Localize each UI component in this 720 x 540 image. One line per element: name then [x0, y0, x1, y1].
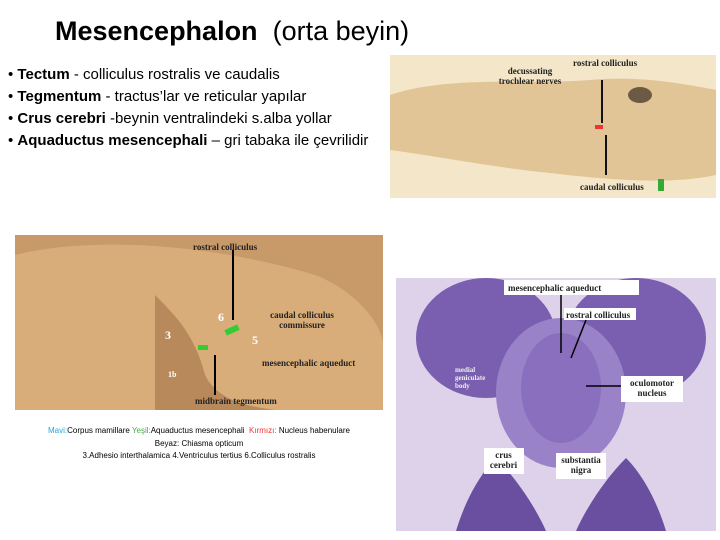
- label: rostral colliculus: [573, 58, 638, 68]
- caption-key: Yeşil:: [131, 426, 151, 435]
- caption-text: Chiasma opticum: [181, 439, 244, 448]
- marker: [224, 324, 240, 336]
- marker: [595, 125, 603, 129]
- bullet: • Tectum - colliculus rostralis ve cauda…: [8, 66, 280, 83]
- brain-shape: [155, 295, 275, 410]
- caption-line: Mavi:Corpus mamillare Yeşil:Aquaductus m…: [15, 426, 383, 435]
- label: rostral colliculus: [193, 242, 258, 252]
- title: Mesencephalon (orta beyin): [55, 16, 409, 47]
- caption-text: Aquaductus mesencephali: [150, 426, 245, 435]
- title-main: Mesencephalon: [55, 16, 258, 46]
- label: 3: [165, 328, 171, 342]
- figure-2: [15, 235, 383, 410]
- label: medial geniculate body: [455, 366, 486, 390]
- label: 5: [252, 333, 258, 347]
- tissue: [456, 458, 546, 531]
- bullet-text: - tractus’lar ve reticular yapılar: [101, 88, 307, 105]
- caption-key: Beyaz:: [154, 439, 180, 448]
- label-box: [556, 453, 606, 479]
- marker: [198, 345, 208, 350]
- tissue: [521, 333, 601, 443]
- label: decussating trochlear nerves: [498, 66, 562, 86]
- bullet-text: -beynin ventralindeki s.alba yollar: [105, 110, 332, 127]
- brain-shape: [390, 78, 716, 181]
- title-sub: (orta beyin): [272, 16, 410, 46]
- bullet: • Aquaductus mesencephali – gri tabaka i…: [8, 132, 369, 149]
- label: mesencephalic aqueduct: [508, 283, 602, 293]
- label: rostral colliculus: [566, 310, 631, 320]
- label: caudal colliculus commissure: [270, 310, 334, 330]
- bullet: • Crus cerebri -beynin ventralindeki s.a…: [8, 110, 332, 127]
- tissue: [576, 458, 666, 531]
- bullet-text: – gri tabaka ile çevrilidir: [207, 132, 369, 149]
- caption-text: Corpus mamillare: [67, 426, 130, 435]
- label: mesencephalic aqueduct: [262, 358, 356, 368]
- caption-line: 3.Adhesio interthalamica 4.Ventriculus t…: [82, 451, 316, 460]
- label-box: [484, 448, 524, 474]
- label: 6: [218, 310, 224, 324]
- arrow: [570, 319, 587, 359]
- label-box: [621, 376, 683, 402]
- caption-text: Nucleus habenulare: [278, 426, 350, 435]
- bullet-term: Tectum: [17, 66, 70, 83]
- label: caudal colliculus: [580, 182, 644, 192]
- label: 1b: [168, 370, 177, 379]
- bullet-term: Aquaductus mesencephali: [17, 132, 208, 149]
- bullet: • Tegmentum - tractus’lar ve reticular y…: [8, 88, 307, 105]
- label: midbrain tegmentum: [195, 396, 277, 406]
- structure: [628, 87, 652, 103]
- figure-1: [390, 55, 716, 198]
- bullet-term: Crus cerebri: [17, 110, 106, 127]
- label-box: [504, 280, 639, 295]
- caption-line: Beyaz: Chiasma opticum: [15, 439, 383, 448]
- label: oculomotor nucleus: [630, 378, 674, 398]
- label-box: [564, 308, 636, 320]
- bullet-text: - colliculus rostralis ve caudalis: [69, 66, 280, 83]
- figure-3: [396, 278, 716, 531]
- caption-key: Kırmızı:: [249, 426, 277, 435]
- bullet-term: Tegmentum: [17, 88, 102, 105]
- brain-shape: [15, 244, 383, 410]
- marker: [658, 179, 664, 191]
- label: crus cerebri: [489, 450, 518, 470]
- label: substantia nigra: [561, 455, 601, 475]
- caption-key: Mavi:: [48, 426, 68, 435]
